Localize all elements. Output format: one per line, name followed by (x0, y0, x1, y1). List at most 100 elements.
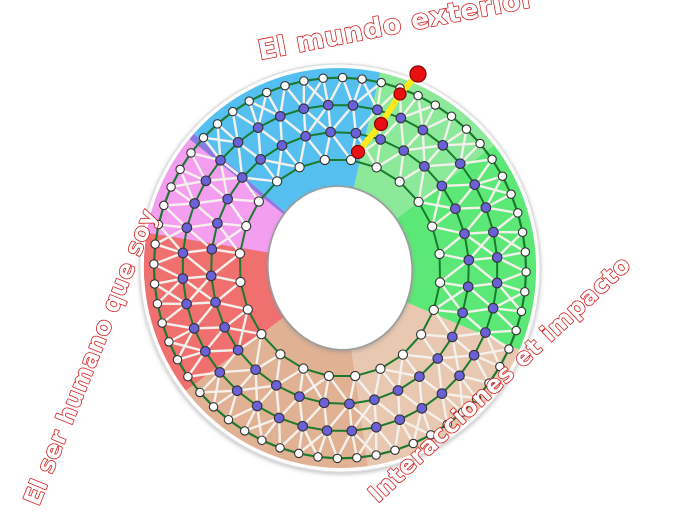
graph-node-outer-ring[interactable] (280, 80, 290, 91)
graph-node-ring-3[interactable] (273, 412, 285, 424)
graph-node-outer-ring[interactable] (475, 138, 485, 149)
highlight-node[interactable] (393, 87, 407, 101)
graph-node-inner-ring[interactable] (428, 304, 439, 316)
graph-node-outer-ring[interactable] (198, 132, 209, 143)
graph-node-inner-ring[interactable] (234, 248, 246, 259)
graph-node-inner-ring[interactable] (415, 329, 427, 340)
graph-node-inner-ring[interactable] (241, 220, 252, 232)
graph-node-outer-ring[interactable] (516, 306, 527, 317)
graph-node-ring-2[interactable] (255, 154, 266, 165)
graph-node-outer-ring[interactable] (426, 430, 436, 440)
graph-node-ring-2[interactable] (369, 394, 380, 406)
graph-node-outer-ring[interactable] (495, 361, 505, 372)
graph-node-outer-ring[interactable] (183, 371, 193, 382)
graph-node-ring-3[interactable] (395, 112, 407, 124)
graph-node-outer-ring[interactable] (164, 337, 174, 347)
graph-node-outer-ring[interactable] (337, 72, 348, 83)
graph-node-ring-2[interactable] (432, 353, 444, 364)
graph-node-outer-ring[interactable] (152, 298, 163, 309)
graph-node-outer-ring[interactable] (511, 325, 521, 336)
graph-node-ring-3[interactable] (436, 388, 448, 399)
highlight-node[interactable] (409, 65, 427, 83)
graph-node-inner-ring[interactable] (235, 276, 246, 288)
graph-node-outer-ring[interactable] (408, 438, 419, 449)
graph-node-ring-2[interactable] (222, 193, 233, 205)
graph-node-outer-ring[interactable] (223, 414, 234, 425)
graph-node-ring-2[interactable] (463, 254, 475, 266)
graph-node-outer-ring[interactable] (195, 387, 205, 398)
graph-node-outer-ring[interactable] (257, 435, 267, 446)
graph-node-ring-3[interactable] (370, 421, 382, 433)
graph-node-ring-2[interactable] (276, 140, 288, 151)
graph-node-ring-2[interactable] (457, 307, 468, 319)
graph-node-outer-ring[interactable] (159, 200, 169, 211)
graph-node-outer-ring[interactable] (471, 393, 482, 404)
graph-node-ring-3[interactable] (487, 302, 499, 314)
graph-node-ring-3[interactable] (394, 414, 406, 426)
graph-node-ring-3[interactable] (214, 366, 226, 378)
graph-node-outer-ring[interactable] (357, 74, 367, 84)
graph-node-inner-ring[interactable] (298, 363, 309, 374)
graph-node-ring-2[interactable] (270, 380, 282, 391)
graph-node-outer-ring[interactable] (461, 124, 472, 134)
graph-node-ring-2[interactable] (250, 364, 261, 376)
graph-node-ring-3[interactable] (488, 226, 499, 238)
graph-node-outer-ring[interactable] (520, 287, 530, 297)
graph-node-ring-3[interactable] (181, 298, 192, 310)
graph-node-ring-2[interactable] (436, 180, 448, 192)
graph-node-outer-ring[interactable] (208, 402, 219, 412)
graph-node-ring-2[interactable] (206, 243, 218, 255)
graph-node-outer-ring[interactable] (149, 259, 159, 269)
graph-node-ring-3[interactable] (298, 103, 310, 115)
graph-node-outer-ring[interactable] (376, 77, 387, 88)
graph-node-ring-2[interactable] (205, 270, 217, 282)
graph-node-ring-3[interactable] (454, 370, 465, 382)
graph-node-ring-2[interactable] (450, 203, 461, 215)
graph-node-ring-2[interactable] (219, 321, 230, 333)
graph-node-outer-ring[interactable] (371, 450, 381, 460)
highlight-node[interactable] (350, 144, 366, 160)
graph-node-outer-ring[interactable] (513, 208, 523, 218)
graph-node-outer-ring[interactable] (457, 407, 468, 417)
graph-node-ring-2[interactable] (232, 344, 244, 356)
graph-node-outer-ring[interactable] (293, 448, 304, 459)
graph-node-outer-ring[interactable] (228, 106, 238, 117)
graph-node-outer-ring[interactable] (166, 182, 176, 192)
graph-node-ring-3[interactable] (347, 100, 359, 111)
graph-node-ring-3[interactable] (480, 202, 492, 213)
graph-node-ring-3[interactable] (251, 400, 263, 412)
graph-node-inner-ring[interactable] (413, 196, 424, 207)
graph-node-outer-ring[interactable] (446, 111, 457, 122)
highlight-node[interactable] (373, 116, 389, 132)
graph-node-ring-2[interactable] (414, 371, 425, 382)
graph-node-ring-3[interactable] (346, 425, 358, 437)
graph-node-ring-3[interactable] (231, 385, 243, 397)
graph-node-ring-3[interactable] (274, 110, 286, 122)
graph-node-ring-3[interactable] (199, 346, 211, 357)
graph-node-outer-ring[interactable] (275, 443, 285, 453)
graph-node-outer-ring[interactable] (487, 154, 497, 165)
graph-nodes[interactable] (149, 65, 531, 464)
graph-node-ring-3[interactable] (417, 124, 429, 136)
graph-node-outer-ring[interactable] (430, 100, 441, 110)
graph-node-outer-ring[interactable] (484, 378, 494, 388)
graph-node-inner-ring[interactable] (345, 154, 357, 166)
graph-node-ring-3[interactable] (297, 420, 309, 432)
graph-node-outer-ring[interactable] (150, 239, 160, 249)
graph-node-ring-2[interactable] (392, 385, 404, 396)
graph-node-ring-3[interactable] (177, 247, 189, 259)
graph-node-inner-ring[interactable] (323, 370, 335, 382)
graph-node-ring-3[interactable] (232, 137, 244, 148)
graph-node-inner-ring[interactable] (253, 196, 265, 207)
graph-node-outer-ring[interactable] (261, 87, 272, 98)
graph-node-ring-3[interactable] (189, 198, 200, 209)
graph-node-inner-ring[interactable] (394, 176, 405, 187)
graph-node-outer-ring[interactable] (352, 452, 362, 463)
graph-node-outer-ring[interactable] (517, 227, 528, 238)
graph-node-ring-2[interactable] (447, 331, 458, 343)
graph-node-ring-3[interactable] (469, 179, 481, 190)
graph-node-ring-3[interactable] (200, 175, 212, 187)
graph-node-ring-2[interactable] (398, 145, 410, 156)
graph-node-ring-2[interactable] (419, 160, 430, 172)
graph-node-outer-ring[interactable] (212, 119, 223, 129)
